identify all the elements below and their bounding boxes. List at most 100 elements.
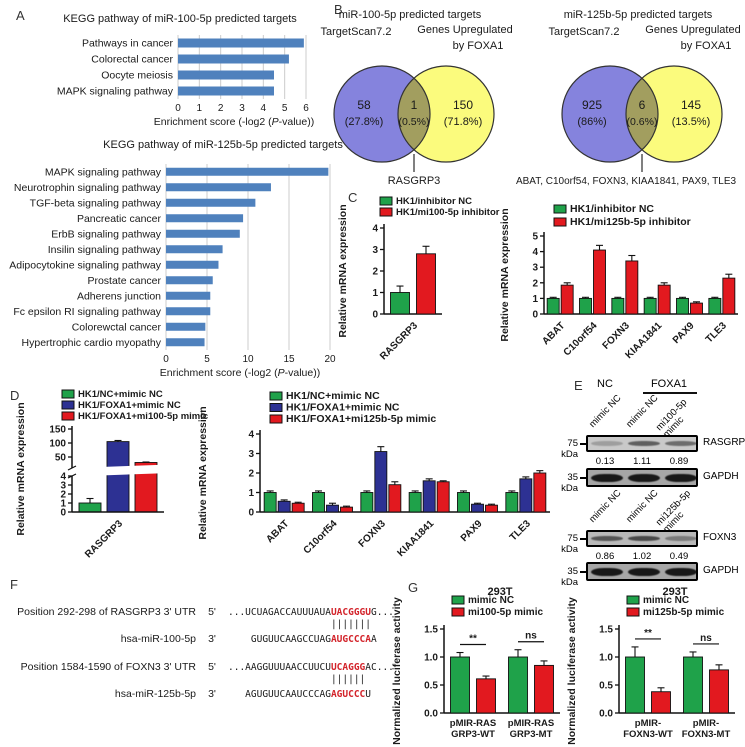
y-axis-title: Relative mRNA expression bbox=[15, 402, 27, 535]
bar bbox=[476, 678, 496, 714]
category-label: Pancreatic cancer bbox=[77, 213, 162, 225]
legend-swatch bbox=[269, 414, 283, 424]
bar bbox=[422, 480, 436, 513]
sequence: GUGUUCAAGCCUAGAUGCCCAA bbox=[228, 634, 377, 645]
legend-swatch bbox=[451, 595, 465, 605]
legend-label: mimic NC bbox=[468, 595, 514, 606]
bar bbox=[519, 478, 533, 513]
kegg-pathway-mir100-chart: KEGG pathway of miR-100-5p predicted tar… bbox=[57, 13, 314, 128]
band-quantification-value: 0.86 bbox=[595, 551, 615, 562]
kda-marker-label: 75 kDa bbox=[561, 437, 578, 460]
category-label: GRP3-WT bbox=[451, 729, 495, 740]
lane-label: mi125b-5p mimic bbox=[654, 488, 701, 535]
y-tick-label: 150 bbox=[49, 425, 66, 436]
legend-label: HK1/inhibitor NC bbox=[396, 196, 472, 207]
bar bbox=[709, 669, 729, 714]
kda-marker-tick bbox=[580, 442, 586, 445]
bar bbox=[643, 297, 657, 315]
venn-overlap-pct: (0.5%) bbox=[399, 116, 430, 128]
legend-swatch bbox=[379, 207, 393, 217]
x-axis-title: Enrichment score (-log2 (P-value)) bbox=[160, 367, 320, 379]
legend-swatch bbox=[626, 607, 640, 617]
sequence: ...UCUAGACCAUUUAUAUACGGGUG... bbox=[228, 607, 394, 618]
y-tick-label: 2 bbox=[532, 278, 538, 289]
bar bbox=[651, 691, 671, 714]
legend-label: HK1/mi125b-5p inhibitor bbox=[570, 216, 691, 228]
y-tick-label: 5 bbox=[532, 232, 538, 243]
category-label: KIAA1841 bbox=[395, 518, 436, 559]
y-axis-title: Relative mRNA expression bbox=[337, 204, 349, 337]
chart-title: 293T bbox=[662, 586, 687, 598]
y-tick-label: 1.0 bbox=[424, 653, 438, 664]
sequence-label: Position 292-298 of RASGRP3 3' UTR bbox=[17, 606, 196, 618]
y-tick-label: 1.5 bbox=[424, 625, 438, 636]
blot-box bbox=[586, 530, 698, 547]
y-tick-label: 0 bbox=[248, 508, 254, 519]
legend-swatch bbox=[626, 595, 640, 605]
venn-left-label: TargetScan7.2 bbox=[321, 26, 392, 38]
protein-band bbox=[591, 567, 623, 576]
legend-swatch bbox=[269, 403, 283, 412]
sequence-label: hsa-miR-125b-5p bbox=[114, 688, 196, 700]
bar bbox=[166, 167, 329, 176]
lane-label-line: mimic NC bbox=[587, 392, 624, 430]
kegg-pathway-mir125-chart: KEGG pathway of miR-125b-5p predicted ta… bbox=[9, 139, 343, 379]
x-tick-label: 5 bbox=[204, 354, 210, 365]
protein-band bbox=[665, 536, 696, 541]
y-tick-label: 0 bbox=[532, 310, 538, 321]
venn-callout-genes: RASGRP3 bbox=[388, 175, 441, 187]
y-tick-label: 2 bbox=[372, 267, 378, 278]
bar bbox=[178, 38, 304, 48]
venn-left-count: 925 bbox=[582, 98, 602, 112]
x-tick-label: 10 bbox=[242, 354, 254, 365]
sequence-label: hsa-miR-100-5p bbox=[120, 633, 196, 645]
kda-marker-tick bbox=[580, 570, 586, 573]
bar bbox=[416, 253, 436, 315]
category-label: Colorectal cancer bbox=[91, 54, 173, 66]
bar bbox=[106, 441, 130, 513]
bar bbox=[166, 183, 271, 192]
sequence-label: Position 1584-1590 of FOXN3 3' UTR bbox=[20, 661, 196, 673]
bar bbox=[166, 307, 211, 316]
y-axis-title: Relative mRNA expression bbox=[499, 208, 511, 341]
legend-label: HK1/mi100-5p inhibitor bbox=[396, 207, 500, 218]
venn-right-label: Genes Upregulated bbox=[417, 24, 512, 36]
legend-swatch bbox=[269, 391, 283, 401]
y-tick-label: 4 bbox=[60, 472, 66, 483]
legend-label: mimic NC bbox=[643, 595, 689, 606]
x-tick-label: 3 bbox=[239, 103, 245, 114]
y-axis-title: Relative mRNA expression bbox=[197, 406, 209, 539]
category-label: Prostate cancer bbox=[87, 275, 161, 287]
bar bbox=[534, 664, 554, 714]
y-tick-label: 3 bbox=[372, 245, 378, 256]
category-label: Hypertrophic cardio myopathy bbox=[22, 337, 162, 349]
protein-band bbox=[628, 567, 660, 576]
kda-marker-label: 35 kDa bbox=[561, 471, 578, 494]
venn-left-label: TargetScan7.2 bbox=[549, 26, 620, 38]
break-slash bbox=[67, 465, 77, 471]
bar bbox=[166, 291, 211, 300]
chart-title: 293T bbox=[487, 586, 512, 598]
venn-left-pct: (86%) bbox=[577, 116, 606, 128]
venn-diagrams: miR-100-5p predicted targets TargetScan7.… bbox=[321, 9, 741, 187]
seq-flank: ...UCUAGACCAUUUAUA bbox=[228, 606, 331, 618]
bar bbox=[611, 297, 625, 315]
venn-right-pct: (13.5%) bbox=[672, 116, 711, 128]
bar bbox=[690, 302, 703, 315]
category-label: TLE3 bbox=[704, 320, 729, 345]
venn-right-count: 145 bbox=[681, 98, 701, 112]
category-label: C10orf54 bbox=[302, 518, 340, 556]
panel-label-e: E bbox=[574, 378, 584, 393]
seq-flank: G... bbox=[371, 606, 394, 618]
y-tick-label: 1 bbox=[372, 288, 378, 299]
protein-label: RASGRP3 bbox=[703, 436, 745, 448]
legend-label: HK1/FOXA1+mi100-5p mimic bbox=[78, 411, 208, 422]
category-label: Adipocytokine signaling pathway bbox=[9, 259, 162, 271]
y-tick-label: 3 bbox=[532, 263, 538, 274]
protein-band bbox=[628, 473, 660, 482]
venn-right-outline bbox=[625, 65, 723, 163]
seq-flank: AC... bbox=[365, 661, 394, 673]
category-label: Fc epsilon RI signaling pathway bbox=[13, 306, 161, 318]
